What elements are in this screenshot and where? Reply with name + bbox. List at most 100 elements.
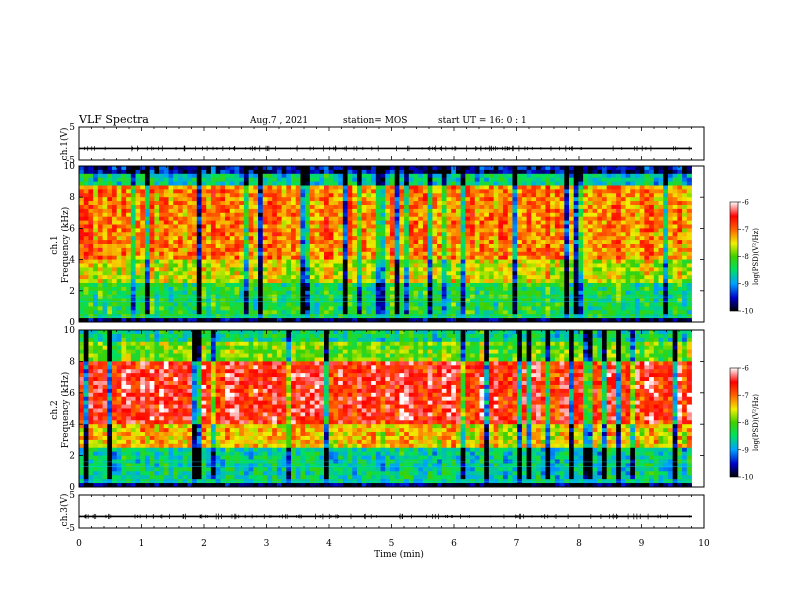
ch1-spectrogram-cell	[347, 166, 353, 171]
ch1-spectrogram-cell	[234, 232, 240, 237]
ch1-spectrogram-cell	[616, 193, 622, 198]
ch1-spectrogram-cell	[385, 201, 391, 206]
ch1-spectrogram-cell	[206, 212, 212, 218]
ch1-spectrogram-cell	[620, 185, 626, 190]
ch1-spectrogram-cell	[488, 228, 495, 233]
ch1-spectrogram-cell	[540, 263, 546, 268]
ch1-spectrogram-cell	[460, 205, 466, 210]
ch1-spectrogram-cell	[196, 197, 202, 202]
ch1-spectrogram-cell	[276, 263, 282, 268]
ch1-spectrogram-cell	[380, 208, 386, 214]
ch1-spectrogram-cell	[564, 279, 570, 284]
ch1-spectrogram-cell	[550, 197, 556, 202]
ch1-spectrogram-cell	[587, 177, 593, 182]
ch1-spectrogram-cell	[149, 208, 155, 214]
ch1-spectrogram-cell	[102, 201, 108, 206]
ch1-spectrogram-cell	[493, 279, 499, 284]
ch1-spectrogram-cell	[630, 286, 636, 292]
ch1-spectrogram-cell	[309, 212, 315, 218]
ch1-spectrogram-cell	[536, 169, 542, 175]
ch1-spectrogram-cell	[559, 193, 565, 198]
ch1-spectrogram-cell	[149, 212, 155, 218]
ch1-spectrogram-cell	[573, 177, 579, 182]
ch1-spectrogram-cell	[507, 259, 513, 264]
ch1-spectrogram-cell	[404, 173, 410, 179]
ch1-spectrogram-cell	[507, 177, 513, 182]
ch1-spectrogram-cell	[630, 189, 636, 194]
ch1-spectrogram-cell	[281, 267, 287, 272]
ch1-spectrogram-cell	[394, 259, 400, 264]
ch1-spectrogram-cell	[173, 189, 179, 194]
ch1-spectrogram-cell	[389, 240, 396, 245]
ch1-spectrogram-cell	[121, 244, 127, 249]
ch1-spectrogram-cell	[587, 205, 593, 210]
ch1-spectrogram-cell	[154, 275, 160, 280]
ch1-spectrogram-cell	[140, 236, 146, 241]
ch1-spectrogram-cell	[140, 255, 146, 260]
ch1-spectrogram-cell	[653, 283, 659, 288]
ch1-spectrogram-cell	[243, 298, 250, 303]
ch1-spectrogram-cell	[291, 251, 297, 257]
ch1-spectrogram-cell	[422, 205, 429, 210]
ch1-spectrogram-cell	[554, 216, 560, 221]
ch1-spectrogram-cell	[295, 185, 301, 190]
ch1-spectrogram-cell	[512, 247, 518, 253]
ch1-spectrogram-cell	[479, 267, 485, 272]
ch1-spectrogram-cell	[639, 181, 645, 186]
ch1-spectrogram-cell	[97, 224, 103, 229]
ch1-spectrogram-cell	[422, 220, 429, 225]
ch1-spectrogram-cell	[663, 185, 669, 190]
ch1-spectrogram-cell	[507, 271, 513, 276]
ch1-spectrogram-cell	[281, 177, 287, 182]
ch1-spectrogram-cell	[291, 286, 297, 292]
ch1-spectrogram-cell	[545, 286, 551, 292]
ch1-spectrogram-cell	[140, 189, 146, 194]
ch1-spectrogram-cell	[422, 290, 429, 296]
ch1-spectrogram-cell	[493, 286, 499, 292]
ch1-spectrogram-cell	[116, 205, 122, 210]
ch1-spectrogram-cell	[526, 169, 532, 175]
ch1-spectrogram-cell	[130, 201, 136, 206]
ch1-spectrogram-cell	[192, 216, 198, 221]
ch1-spectrogram-cell	[432, 228, 438, 233]
ch1-spectrogram-cell	[281, 193, 287, 198]
ch1-spectrogram-cell	[276, 166, 282, 171]
ch1-spectrogram-cell	[630, 169, 636, 175]
ch1-spectrogram-cell	[422, 216, 429, 221]
ch1-spectrogram-cell	[526, 251, 532, 257]
ch1-spectrogram-cell	[229, 173, 235, 179]
ch1-spectrogram-cell	[413, 275, 419, 280]
ch1-spectrogram-cell	[408, 173, 414, 179]
ch1-spectrogram-cell	[79, 197, 85, 202]
ch1-spectrogram-cell	[427, 166, 433, 171]
ch1-spectrogram-cell	[380, 240, 386, 245]
ch1-spectrogram-cell	[573, 181, 579, 186]
ch1-spectrogram-cell	[97, 185, 103, 190]
ch1-spectrogram-cell	[229, 240, 235, 245]
ch1-spectrogram-cell	[470, 247, 476, 253]
ch1-spectrogram-cell	[616, 208, 622, 214]
ch1-spectrogram-cell	[154, 236, 160, 241]
ch1-spectrogram-cell	[441, 244, 447, 249]
ch1-spectrogram-cell	[672, 298, 678, 303]
ch1-spectrogram-cell	[498, 302, 504, 307]
ch1-spectrogram-cell	[93, 208, 99, 214]
ch1-spectrogram-cell	[220, 220, 226, 225]
ch1-spectrogram-cell	[88, 193, 94, 198]
ch1-spectrogram-cell	[677, 275, 683, 280]
ch1-spectrogram-cell	[446, 197, 452, 202]
ch1-spectrogram-cell	[319, 166, 325, 171]
ch1-spectrogram-cell	[625, 275, 631, 280]
ch1-spectrogram-cell	[356, 181, 363, 186]
ch1-spectrogram-cell	[470, 208, 476, 214]
ch1-spectrogram-cell	[512, 244, 518, 249]
ch1-spectrogram-cell	[569, 224, 575, 229]
ch1-spectrogram-cell	[441, 173, 447, 179]
ch1-spectrogram-cell	[291, 193, 297, 198]
ch1-spectrogram-cell	[97, 259, 103, 264]
ch1-spectrogram-cell	[526, 228, 532, 233]
ch1-spectrogram-cell	[111, 306, 118, 311]
ch1-spectrogram-cell	[470, 169, 476, 175]
ch1-spectrogram-cell	[324, 279, 330, 284]
ch1-spectrogram-cell	[550, 302, 556, 307]
